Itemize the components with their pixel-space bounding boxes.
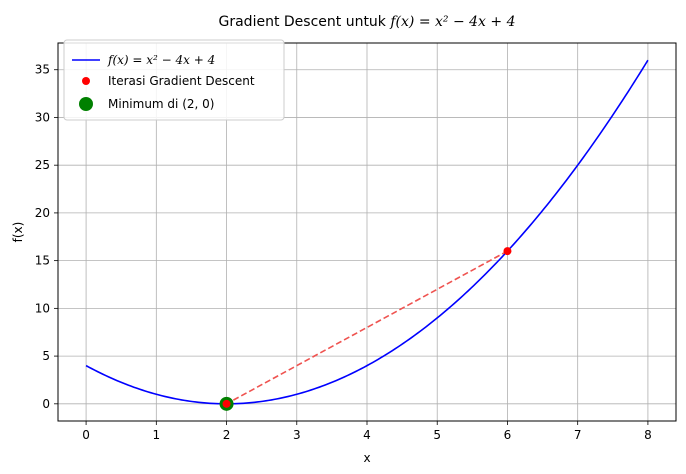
legend-box (63, 39, 285, 121)
x-tick-label: 0 (82, 428, 90, 442)
x-tick-label: 3 (293, 428, 301, 442)
y-tick-label: 5 (42, 349, 50, 363)
chart-title-prefix: Gradient Descent untuk (219, 14, 391, 30)
y-tick-label: 25 (35, 158, 50, 172)
chart-title-math: f(x) = x² − 4x + 4 (389, 14, 515, 30)
iteration-path (226, 250, 508, 405)
y-tick-label: 10 (35, 301, 50, 315)
function-curve (85, 59, 649, 405)
legend-function-label: f(x) = x² − 4x + 4 (107, 53, 215, 67)
x-tick-label: 4 (363, 428, 371, 442)
iteration-point (222, 399, 231, 408)
x-tick-label: 8 (644, 428, 652, 442)
iteration-point (503, 247, 512, 256)
x-tick-label: 1 (152, 428, 160, 442)
grid-lines (58, 43, 676, 421)
legend-minimum-label: Minimum di (2, 0) (108, 97, 214, 111)
legend-minimum-marker (79, 97, 93, 111)
y-tick-label: 0 (42, 397, 50, 411)
y-tick-label: 15 (35, 254, 50, 268)
x-tick-label: 7 (574, 428, 582, 442)
x-axis-label: x (363, 451, 370, 465)
legend-iteration-marker (82, 77, 90, 85)
x-tick-label: 2 (223, 428, 231, 442)
y-tick-label: 35 (35, 63, 50, 77)
y-tick-label: 30 (35, 110, 50, 124)
y-tick-label: 20 (35, 206, 50, 220)
series-layer (85, 59, 649, 411)
legend: f(x) = x² − 4x + 4 Iterasi Gradient Desc… (63, 39, 285, 121)
chart-title: Gradient Descent untuk f(x) = x² − 4x + … (219, 14, 516, 30)
y-axis-label: f(x) (11, 222, 25, 243)
legend-iteration-label: Iterasi Gradient Descent (108, 74, 255, 88)
axis-ticks: 0 1 2 3 4 5 6 7 8 0 5 10 15 20 25 30 35 (35, 63, 652, 442)
x-tick-label: 5 (433, 428, 441, 442)
x-tick-label: 6 (504, 428, 512, 442)
